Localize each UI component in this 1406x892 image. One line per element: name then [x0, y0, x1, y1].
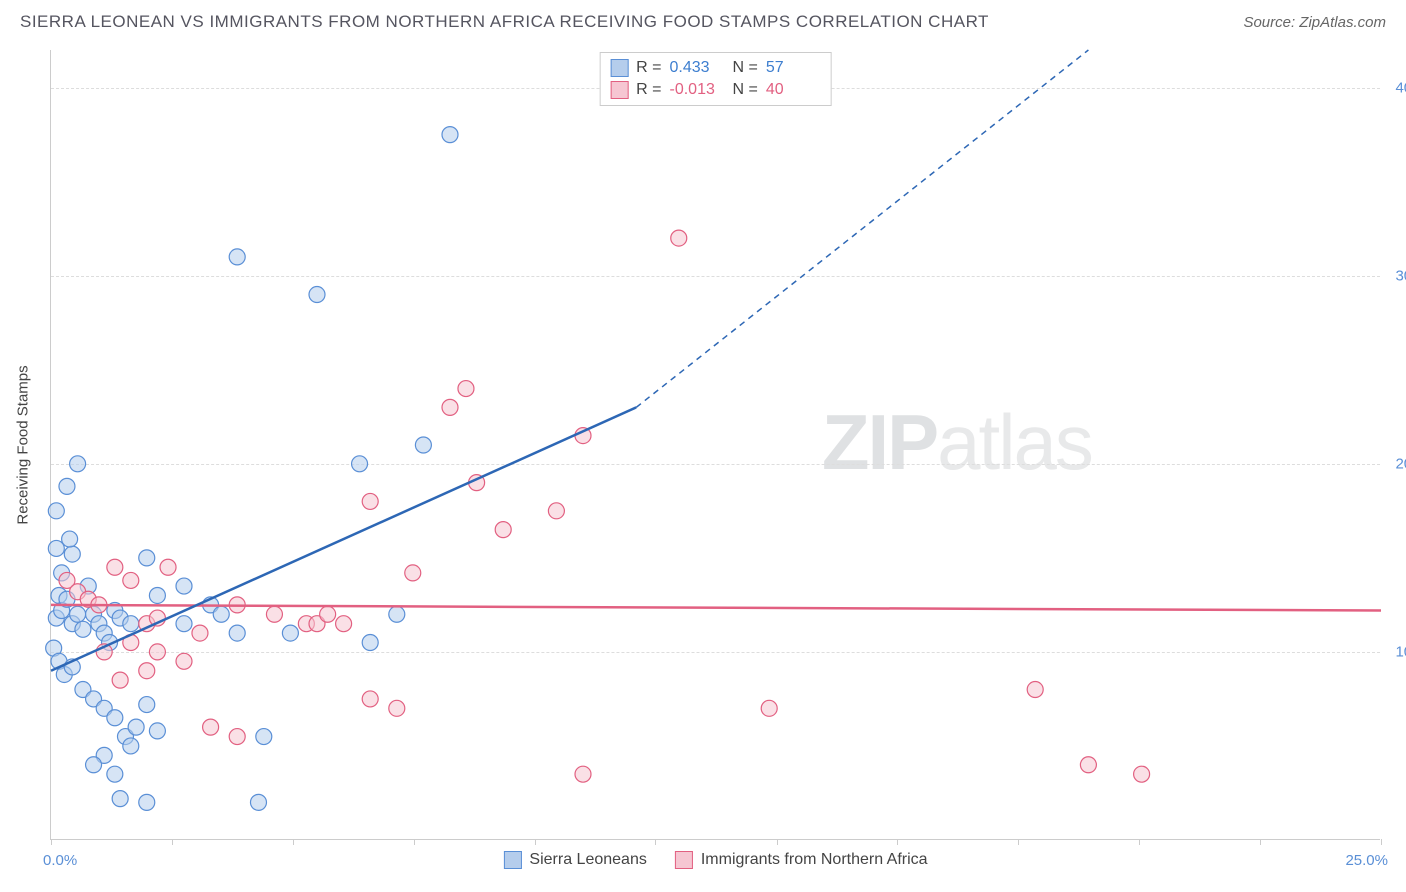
- data-point: [149, 644, 165, 660]
- data-point: [671, 230, 687, 246]
- data-point: [282, 625, 298, 641]
- data-point: [149, 587, 165, 603]
- data-point: [213, 606, 229, 622]
- data-point: [139, 550, 155, 566]
- stats-row-pink: R = -0.013 N = 40: [610, 79, 821, 101]
- data-point: [176, 616, 192, 632]
- data-point: [548, 503, 564, 519]
- scatter-svg: [51, 50, 1381, 840]
- data-point: [128, 719, 144, 735]
- stats-box: R = 0.433 N = 57 R = -0.013 N = 40: [599, 52, 832, 106]
- legend-label-blue: Sierra Leoneans: [529, 851, 646, 869]
- source-label: Source: ZipAtlas.com: [1243, 14, 1386, 31]
- data-point: [112, 791, 128, 807]
- data-point: [389, 700, 405, 716]
- data-point: [75, 621, 91, 637]
- stat-n-pink: 40: [766, 79, 821, 101]
- data-point: [415, 437, 431, 453]
- data-point: [389, 606, 405, 622]
- data-point: [139, 697, 155, 713]
- x-tick-first: 0.0%: [43, 852, 77, 869]
- data-point: [160, 559, 176, 575]
- data-point: [59, 478, 75, 494]
- data-point: [362, 691, 378, 707]
- data-point: [64, 546, 80, 562]
- data-point: [1080, 757, 1096, 773]
- stat-r-label: R =: [636, 57, 661, 79]
- data-point: [458, 381, 474, 397]
- stats-row-blue: R = 0.433 N = 57: [610, 57, 821, 79]
- y-tick-label: 20.0%: [1383, 455, 1406, 472]
- data-point: [229, 249, 245, 265]
- data-point: [1027, 682, 1043, 698]
- stat-r-label: R =: [636, 79, 661, 101]
- data-point: [203, 719, 219, 735]
- swatch-blue-icon: [610, 59, 628, 77]
- stat-n-blue: 57: [766, 57, 821, 79]
- data-point: [48, 503, 64, 519]
- data-point: [761, 700, 777, 716]
- data-point: [266, 606, 282, 622]
- data-point: [336, 616, 352, 632]
- data-point: [139, 794, 155, 810]
- data-point: [62, 531, 78, 547]
- data-point: [107, 710, 123, 726]
- data-point: [107, 766, 123, 782]
- data-point: [320, 606, 336, 622]
- data-point: [405, 565, 421, 581]
- data-point: [176, 653, 192, 669]
- y-tick-label: 10.0%: [1383, 643, 1406, 660]
- x-tick-last: 25.0%: [1345, 852, 1388, 869]
- y-axis-label: Receiving Food Stamps: [15, 365, 32, 524]
- stat-n-label: N =: [733, 79, 758, 101]
- data-point: [362, 635, 378, 651]
- data-point: [495, 522, 511, 538]
- data-point: [442, 399, 458, 415]
- data-point: [575, 766, 591, 782]
- data-point: [229, 625, 245, 641]
- stat-n-label: N =: [733, 57, 758, 79]
- legend: Sierra Leoneans Immigrants from Northern…: [503, 851, 927, 869]
- legend-label-pink: Immigrants from Northern Africa: [701, 851, 928, 869]
- plot-area: ZIPatlas 10.0%20.0%30.0%40.0% Receiving …: [50, 50, 1380, 840]
- data-point: [70, 456, 86, 472]
- data-point: [139, 663, 155, 679]
- data-point: [1134, 766, 1150, 782]
- legend-item-pink: Immigrants from Northern Africa: [675, 851, 928, 869]
- data-point: [256, 729, 272, 745]
- data-point: [112, 672, 128, 688]
- y-tick-label: 40.0%: [1383, 79, 1406, 96]
- data-point: [309, 287, 325, 303]
- data-point: [176, 578, 192, 594]
- swatch-pink-icon: [610, 81, 628, 99]
- data-point: [123, 572, 139, 588]
- legend-item-blue: Sierra Leoneans: [503, 851, 646, 869]
- data-point: [192, 625, 208, 641]
- data-point: [229, 729, 245, 745]
- data-point: [70, 606, 86, 622]
- data-point: [123, 616, 139, 632]
- swatch-blue-icon: [503, 851, 521, 869]
- data-point: [107, 559, 123, 575]
- data-point: [123, 738, 139, 754]
- data-point: [442, 127, 458, 143]
- chart-container: ZIPatlas 10.0%20.0%30.0%40.0% Receiving …: [50, 50, 1380, 840]
- chart-title: SIERRA LEONEAN VS IMMIGRANTS FROM NORTHE…: [20, 12, 989, 32]
- y-tick-label: 30.0%: [1383, 267, 1406, 284]
- data-point: [352, 456, 368, 472]
- stat-r-pink: -0.013: [670, 79, 725, 101]
- stat-r-blue: 0.433: [670, 57, 725, 79]
- x-tick: [1381, 839, 1382, 845]
- data-point: [250, 794, 266, 810]
- swatch-pink-icon: [675, 851, 693, 869]
- data-point: [86, 757, 102, 773]
- regression-line: [51, 605, 1381, 611]
- data-point: [362, 493, 378, 509]
- data-point: [149, 723, 165, 739]
